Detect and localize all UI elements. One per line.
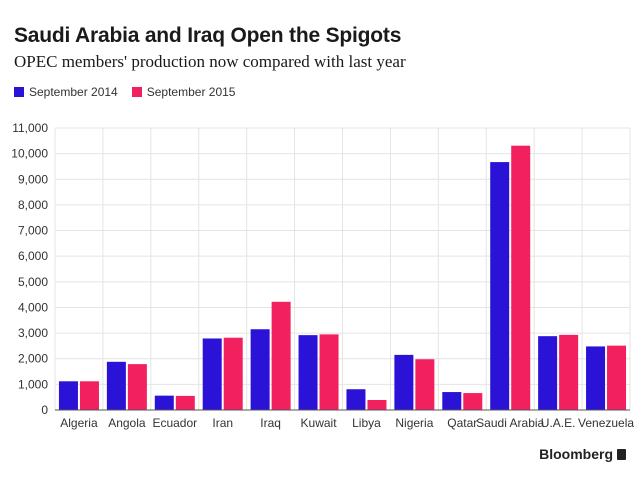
chart-title: Saudi Arabia and Iraq Open the Spigots	[14, 24, 402, 47]
source-logo: Bloomberg	[539, 446, 626, 462]
bar	[346, 389, 366, 410]
y-tick-label: 11,000	[12, 121, 48, 135]
legend-label-2015: September 2015	[146, 85, 236, 99]
y-tick-label: 1,000	[18, 377, 48, 391]
x-tick-label: Iran	[212, 416, 233, 430]
legend-label-2014: September 2014	[29, 85, 118, 99]
x-tick-label: Qatar	[447, 416, 477, 430]
bar	[559, 334, 579, 410]
bar	[463, 393, 483, 410]
y-tick-label: 5,000	[18, 275, 48, 289]
legend-item-2015: September 2015	[131, 85, 236, 99]
bar	[607, 345, 627, 410]
x-tick-label: Nigeria	[395, 416, 433, 430]
bar	[175, 395, 195, 410]
bar	[223, 337, 243, 410]
bar	[79, 381, 99, 410]
source-label: Bloomberg	[539, 446, 613, 462]
y-tick-label: 9,000	[18, 172, 48, 186]
bar	[202, 338, 222, 410]
bar	[394, 354, 414, 410]
bar	[367, 400, 387, 410]
bar	[511, 145, 531, 410]
bar	[319, 334, 339, 410]
bar	[250, 329, 270, 410]
bar	[538, 336, 558, 410]
y-tick-label: 2,000	[18, 352, 48, 366]
y-tick-label: 6,000	[18, 249, 48, 263]
x-tick-label: Venezuela	[578, 416, 634, 430]
legend-swatch-2014	[14, 87, 24, 97]
chart-subtitle: OPEC members' production now compared wi…	[14, 52, 406, 71]
y-tick-label: 3,000	[18, 326, 48, 340]
bar	[586, 346, 606, 410]
legend: September 2014 September 2015	[14, 85, 249, 99]
y-tick-label: 10,000	[11, 147, 48, 161]
bar	[58, 381, 78, 410]
x-tick-label: U.A.E.	[541, 416, 576, 430]
bar	[127, 364, 147, 410]
bar	[106, 361, 126, 410]
x-tick-label: Angola	[108, 416, 146, 430]
bar	[490, 162, 510, 410]
legend-swatch-2015	[131, 87, 142, 97]
x-tick-label: Iraq	[260, 416, 281, 430]
x-tick-label: Algeria	[60, 416, 98, 430]
x-tick-label: Ecuador	[152, 416, 197, 430]
legend-item-2014: September 2014	[14, 85, 118, 99]
y-tick-label: 7,000	[18, 224, 48, 238]
bar	[154, 395, 174, 410]
y-tick-label: 0	[41, 403, 48, 417]
bar	[271, 301, 291, 410]
y-tick-label: 8,000	[18, 198, 48, 212]
bloomberg-logo-icon	[617, 448, 626, 460]
bar	[442, 392, 462, 410]
x-tick-label: Saudi Arabia	[476, 416, 544, 430]
y-tick-label: 4,000	[18, 300, 48, 314]
x-tick-label: Kuwait	[301, 416, 338, 430]
bar	[298, 335, 318, 410]
x-tick-label: Libya	[352, 416, 381, 430]
bar	[415, 359, 435, 410]
